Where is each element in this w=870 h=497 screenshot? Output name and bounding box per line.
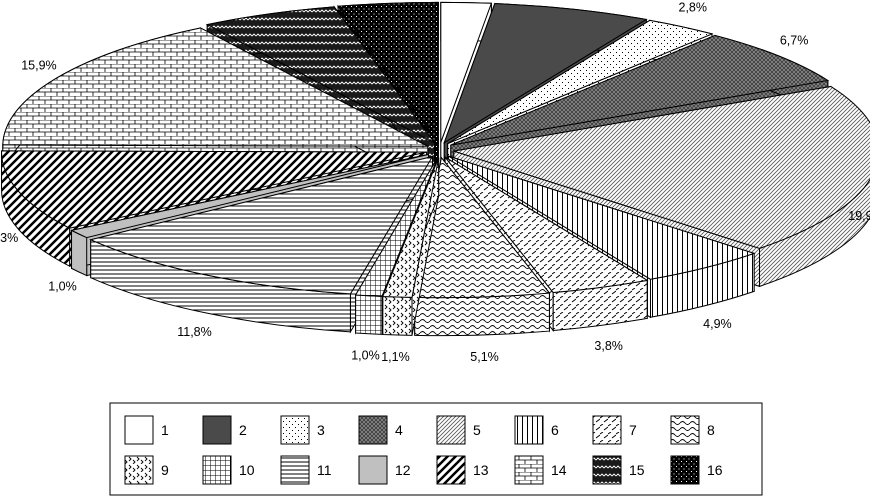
legend-swatch <box>124 455 154 485</box>
data-label-3: 2,8% <box>679 1 708 15</box>
legend-label: 13 <box>473 462 489 478</box>
legend-label: 16 <box>707 462 723 478</box>
legend-label: 15 <box>629 462 645 478</box>
legend-item-6: 6 <box>514 415 559 445</box>
data-label-13: 9,3% <box>0 231 18 245</box>
data-label-14: 15,9% <box>21 58 56 72</box>
legend-label: 2 <box>239 422 247 438</box>
legend-swatch <box>124 415 154 445</box>
legend-label: 10 <box>239 462 255 478</box>
legend-swatch <box>592 455 622 485</box>
legend-label: 5 <box>473 422 481 438</box>
legend-label: 8 <box>707 422 715 438</box>
legend-label: 9 <box>161 462 169 478</box>
legend-item-9: 9 <box>124 455 169 485</box>
legend-label: 7 <box>629 422 637 438</box>
legend-label: 11 <box>317 462 332 478</box>
legend-swatch <box>280 455 310 485</box>
data-label-6: 4,9% <box>703 317 732 331</box>
legend-item-3: 3 <box>280 415 325 445</box>
legend-item-2: 2 <box>202 415 247 445</box>
data-label-8: 5,1% <box>470 350 499 364</box>
legend-label: 14 <box>551 462 567 478</box>
legend-item-4: 4 <box>358 415 403 445</box>
legend-item-12: 12 <box>358 455 411 485</box>
data-label-10: 1,0% <box>351 349 380 363</box>
legend-swatch <box>202 455 232 485</box>
data-label-4: 6,7% <box>780 34 809 48</box>
legend-swatch <box>670 415 700 445</box>
data-label-12: 1,0% <box>48 279 77 293</box>
legend-swatch <box>280 415 310 445</box>
legend-item-13: 13 <box>436 455 489 485</box>
legend-label: 6 <box>551 422 559 438</box>
legend-item-5: 5 <box>436 415 481 445</box>
slice-9 <box>382 157 440 336</box>
data-label-7: 3,8% <box>594 339 623 353</box>
legend-swatch <box>202 415 232 445</box>
pie-data-labels: 1,9%6,0%2,8%6,7%19,9%4,9%3,8%5,1%1,1%1,0… <box>0 0 870 364</box>
legend-swatch <box>436 455 466 485</box>
legend-label: 12 <box>395 462 411 478</box>
legend-item-10: 10 <box>202 455 255 485</box>
legend-swatch <box>436 415 466 445</box>
legend-item-7: 7 <box>592 415 637 445</box>
pie-slices <box>1 1 870 337</box>
legend-swatch <box>358 415 388 445</box>
legend-item-14: 14 <box>514 455 567 485</box>
legend-swatch <box>514 415 544 445</box>
legend-swatch <box>358 455 388 485</box>
legend-label: 1 <box>161 422 169 438</box>
legend-item-8: 8 <box>670 415 715 445</box>
legend-item-1: 1 <box>124 415 169 445</box>
data-label-5: 19,9% <box>848 209 870 223</box>
legend: 1 2 3 4 5 6 7 89 10 11 12 13 14 15 16 <box>109 402 763 496</box>
legend-item-11: 11 <box>280 455 332 485</box>
data-label-11: 11,8% <box>177 325 212 339</box>
legend-swatch <box>670 455 700 485</box>
legend-swatch <box>514 455 544 485</box>
slice-8 <box>414 156 551 337</box>
legend-swatch <box>592 415 622 445</box>
legend-label: 4 <box>395 422 403 438</box>
legend-item-15: 15 <box>592 455 645 485</box>
legend-label: 3 <box>317 422 325 438</box>
data-label-9: 1,1% <box>381 350 410 364</box>
legend-item-16: 16 <box>670 455 723 485</box>
